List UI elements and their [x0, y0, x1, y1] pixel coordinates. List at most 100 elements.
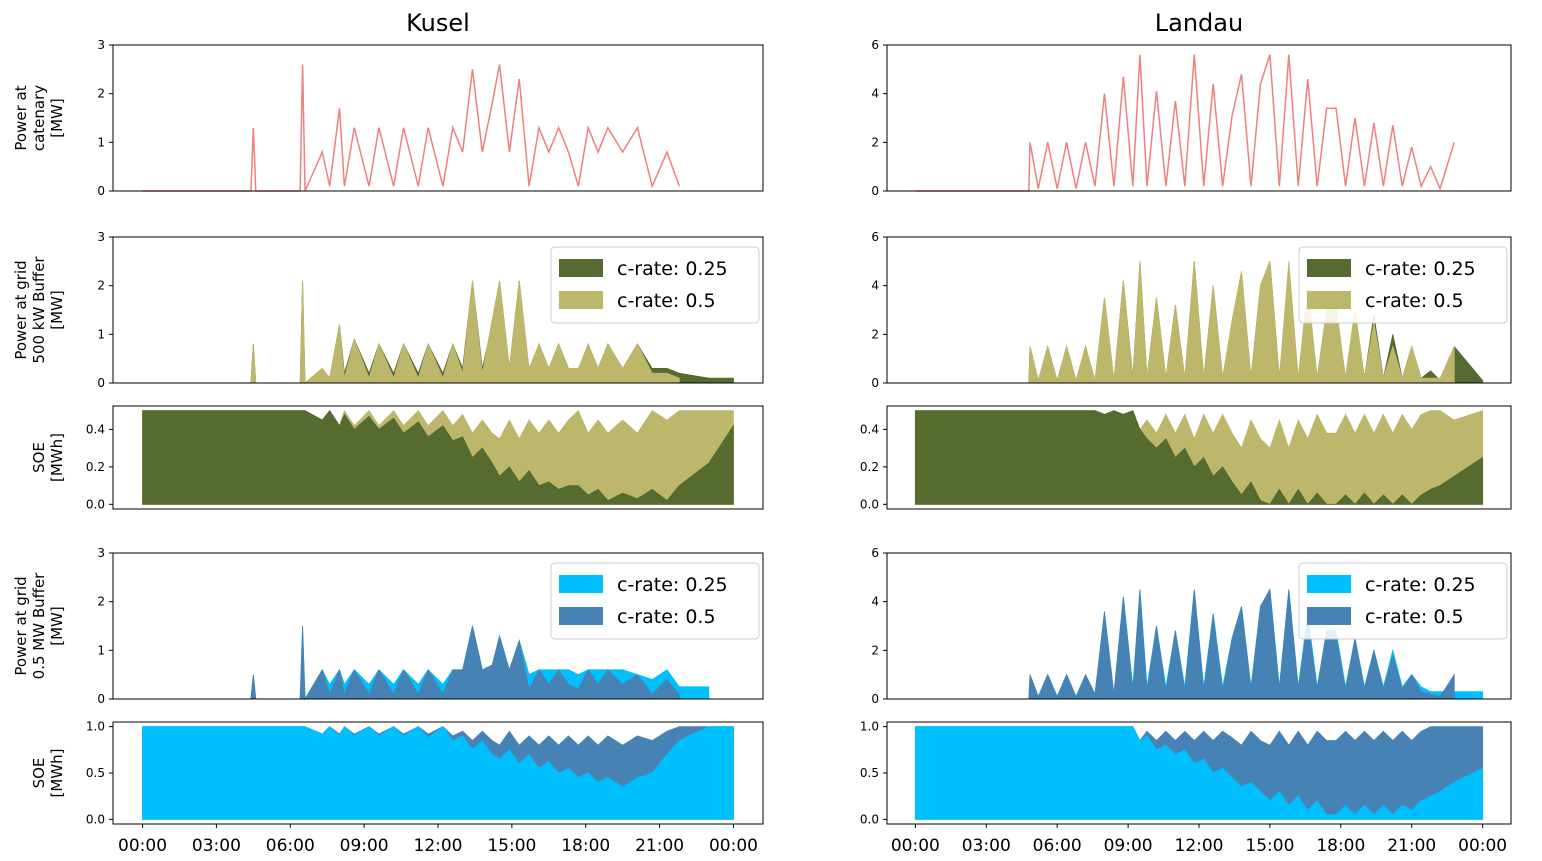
y-tick-label: 0 — [871, 184, 879, 198]
legend-swatch — [559, 575, 603, 593]
series-area — [142, 725, 734, 820]
axes-frame — [886, 44, 1512, 192]
y-tick-label: 0.5 — [86, 766, 105, 780]
x-tick-label: 00:00 — [709, 836, 758, 856]
legend-label: c-rate: 0.25 — [617, 258, 728, 280]
x-tick-label: 00:00 — [891, 836, 940, 856]
y-axis-label: SOE — [30, 442, 48, 473]
y-tick-label: 0 — [97, 376, 105, 390]
series-area — [914, 726, 1484, 820]
y-tick-label: 0.5 — [860, 766, 879, 780]
y-tick-label: 4 — [871, 595, 879, 609]
y-tick-label: 3 — [97, 230, 105, 244]
x-tick-label: 18:00 — [1316, 836, 1365, 856]
x-tick-label: 12:00 — [1175, 836, 1224, 856]
legend-swatch — [559, 291, 603, 309]
axes-frame — [112, 236, 764, 384]
y-tick-label: 0 — [97, 184, 105, 198]
legend-swatch — [559, 607, 603, 625]
y-tick-label: 3 — [97, 38, 105, 52]
y-tick-label: 1 — [97, 135, 105, 149]
panel-title: Landau — [1155, 9, 1243, 37]
y-axis-label: 0.5 MW Buffer — [30, 572, 48, 680]
legend-swatch — [559, 259, 603, 277]
series-line — [142, 64, 680, 192]
series-area — [142, 280, 680, 384]
series-line — [915, 54, 1455, 192]
y-axis-label: Power at grid — [12, 576, 30, 675]
y-tick-label: 2 — [97, 87, 105, 101]
legend-label: c-rate: 0.5 — [1365, 290, 1464, 312]
y-tick-label: 0.0 — [86, 812, 105, 826]
legend-label: c-rate: 0.5 — [617, 290, 716, 312]
y-axis-label: catenary — [30, 85, 48, 151]
y-axis-label: Power at — [12, 85, 30, 150]
y-axis-label: 500 kW Buffer — [30, 256, 48, 364]
y-tick-label: 0 — [97, 692, 105, 706]
y-axis-label: [MW] — [48, 290, 66, 329]
legend-label: c-rate: 0.5 — [1365, 606, 1464, 628]
y-tick-label: 3 — [97, 546, 105, 560]
x-tick-label: 15:00 — [487, 836, 536, 856]
y-tick-label: 6 — [871, 38, 879, 52]
legend-label: c-rate: 0.25 — [1365, 574, 1476, 596]
axes-frame — [886, 236, 1512, 384]
x-tick-label: 03:00 — [962, 836, 1011, 856]
x-tick-label: 09:00 — [1104, 836, 1153, 856]
y-tick-label: 6 — [871, 230, 879, 244]
y-axis-label: Power at grid — [12, 260, 30, 359]
x-tick-label: 03:00 — [192, 836, 241, 856]
y-tick-label: 0.4 — [86, 422, 105, 436]
x-tick-label: 00:00 — [1458, 836, 1507, 856]
y-tick-label: 2 — [97, 279, 105, 293]
y-tick-label: 1 — [97, 643, 105, 657]
series-area — [142, 409, 734, 505]
y-tick-label: 0.0 — [860, 812, 879, 826]
axes-frame — [112, 405, 764, 510]
x-tick-label: 00:00 — [118, 836, 167, 856]
legend-label: c-rate: 0.5 — [617, 606, 716, 628]
y-axis-label: [MW] — [48, 606, 66, 645]
y-tick-label: 0 — [871, 692, 879, 706]
x-tick-label: 06:00 — [266, 836, 315, 856]
legend-swatch — [1307, 575, 1351, 593]
y-tick-label: 2 — [871, 135, 879, 149]
axes-frame — [112, 44, 764, 192]
y-tick-label: 1 — [97, 327, 105, 341]
y-tick-label: 4 — [871, 87, 879, 101]
x-tick-label: 15:00 — [1245, 836, 1294, 856]
y-tick-label: 0.2 — [86, 460, 105, 474]
y-tick-label: 0.2 — [860, 460, 879, 474]
x-tick-label: 09:00 — [340, 836, 389, 856]
legend-label: c-rate: 0.25 — [1365, 258, 1476, 280]
x-tick-label: 18:00 — [561, 836, 610, 856]
y-tick-label: 1.0 — [86, 720, 105, 734]
series-area — [915, 261, 1455, 384]
y-tick-label: 6 — [871, 546, 879, 560]
legend-swatch — [1307, 259, 1351, 277]
series-area — [142, 625, 680, 701]
legend-label: c-rate: 0.25 — [617, 574, 728, 596]
x-tick-label: 12:00 — [414, 836, 463, 856]
y-tick-label: 2 — [871, 643, 879, 657]
y-tick-label: 0.0 — [860, 497, 879, 511]
series-area — [914, 410, 1484, 506]
x-tick-label: 06:00 — [1033, 836, 1082, 856]
x-tick-label: 21:00 — [635, 836, 684, 856]
y-tick-label: 1.0 — [860, 720, 879, 734]
axes-frame — [112, 552, 764, 700]
y-tick-label: 0.0 — [86, 497, 105, 511]
panel-title: Kusel — [406, 9, 470, 37]
x-tick-label: 21:00 — [1387, 836, 1436, 856]
y-tick-label: 2 — [871, 327, 879, 341]
y-axis-label: [MWh] — [48, 433, 66, 482]
y-axis-label: [MW] — [48, 98, 66, 137]
axes-frame — [886, 405, 1512, 510]
series-area — [915, 588, 1455, 700]
y-tick-label: 0.4 — [860, 422, 879, 436]
legend-swatch — [1307, 607, 1351, 625]
y-axis-label: SOE — [30, 758, 48, 789]
